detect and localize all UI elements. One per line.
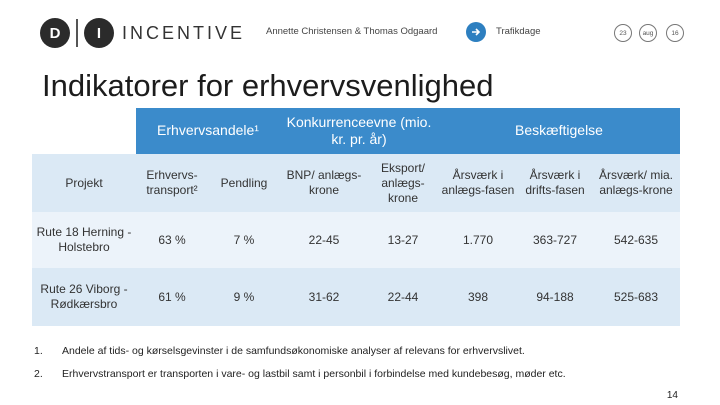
col-header: BNP/ anlægs-krone	[280, 154, 368, 212]
table-cell: 22-45	[280, 212, 368, 268]
col-header: Pendling	[208, 154, 280, 212]
date-year-badge: 16	[666, 24, 684, 42]
header-konkurrenceevne: Konkurrenceevne (mio. kr. pr. år)	[280, 108, 438, 154]
footnote-item: 2. Erhvervstransport er transporten i va…	[34, 368, 566, 380]
page-title: Indikatorer for erhvervsvenlighed	[42, 68, 494, 103]
col-header: Eksport/ anlægs-krone	[368, 154, 438, 212]
table-cell: 363-727	[518, 212, 592, 268]
next-arrow-icon[interactable]	[466, 22, 486, 42]
footnote-text: Erhvervstransport er transporten i vare-…	[62, 368, 566, 380]
table-row: Rute 18 Herning - Holstebro 63 % 7 % 22-…	[32, 212, 680, 268]
table-cell: 9 %	[208, 268, 280, 326]
header-beskaeftigelse: Beskæftigelse	[438, 108, 680, 154]
table-cell: 94-188	[518, 268, 592, 326]
page-number: 14	[666, 390, 678, 401]
table-row: Rute 26 Viborg - Rødkærsbro 61 % 9 % 31-…	[32, 268, 680, 326]
table-cell: 7 %	[208, 212, 280, 268]
table-cell: 398	[438, 268, 518, 326]
table-cell: Rute 18 Herning - Holstebro	[32, 212, 136, 268]
table-group-header-row: Erhvervsandele¹ Konkurrenceevne (mio. kr…	[32, 108, 680, 154]
col-header: Årsværk i anlægs-fasen	[438, 154, 518, 212]
table-cell: 542-635	[592, 212, 680, 268]
logo-text: INCENTIVE	[122, 22, 246, 43]
footnote-number: 1.	[34, 345, 43, 357]
table-cell: Rute 26 Viborg - Rødkærsbro	[32, 268, 136, 326]
table-column-header-row: Projekt Erhvervs-transport² Pendling BNP…	[32, 154, 680, 212]
table-cell: 63 %	[136, 212, 208, 268]
table-cell: 31-62	[280, 268, 368, 326]
section-label: Trafikdage	[496, 26, 541, 37]
header-blank-cell	[32, 108, 136, 154]
footnotes: 1. Andele af tids- og kørselsgevinster i…	[34, 345, 566, 391]
incentive-logo: D I INCENTIVE	[40, 18, 245, 48]
col-header: Årsværk/ mia. anlægs-krone	[592, 154, 680, 212]
table-cell: 22-44	[368, 268, 438, 326]
date-month-badge: aug	[639, 24, 657, 42]
table-cell: 61 %	[136, 268, 208, 326]
table-cell: 525-683	[592, 268, 680, 326]
footnote-item: 1. Andele af tids- og kørselsgevinster i…	[34, 345, 566, 357]
col-header: Erhvervs-transport²	[136, 154, 208, 212]
logo-i-circle: I	[84, 18, 114, 48]
col-header: Projekt	[32, 154, 136, 212]
header-erhvervsandele: Erhvervsandele¹	[136, 108, 280, 154]
table-cell: 13-27	[368, 212, 438, 268]
indicator-table: Erhvervsandele¹ Konkurrenceevne (mio. kr…	[32, 108, 680, 326]
col-header: Årsværk i drifts-fasen	[518, 154, 592, 212]
authors-text: Annette Christensen & Thomas Odgaard	[266, 26, 438, 37]
date-day-badge: 23	[614, 24, 632, 42]
footnote-text: Andele af tids- og kørselsgevinster i de…	[62, 345, 525, 357]
logo-d-circle: D	[40, 18, 70, 48]
logo-separator	[76, 19, 78, 47]
table-cell: 1.770	[438, 212, 518, 268]
footnote-number: 2.	[34, 368, 43, 380]
